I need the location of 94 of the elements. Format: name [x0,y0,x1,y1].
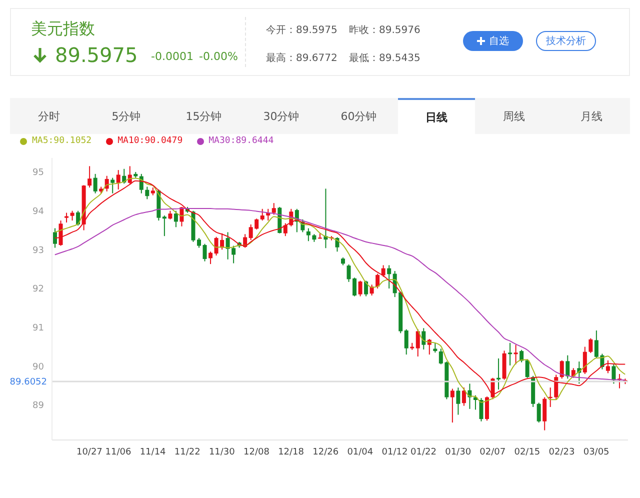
candlestick [335,236,340,252]
candlestick [485,396,489,422]
candlestick [376,273,380,290]
x-tick-label: 10/27 [76,447,102,458]
text: 自选 [489,34,509,48]
text: 日线 [398,98,475,134]
candlestick [606,360,610,374]
legend-label: MA10:90.0479 [116,136,183,146]
x-tick-label: 01/30 [445,447,472,458]
candlestick [53,228,57,248]
text: 最高：89.6772 [266,52,338,65]
legend-label: MA5:90.1052 [31,136,92,146]
candlestick [456,387,460,416]
x-tick-label: 12/18 [278,447,304,458]
candlestick [612,364,616,384]
legend-label: MA30:89.6444 [208,136,274,146]
y-tick-label: 92 [32,284,44,295]
candlestick [542,396,547,431]
candlestick [260,208,264,222]
text: 60分钟 [340,108,378,124]
text: 昨收：89.5976 [349,24,420,37]
y-tick-label: 94 [32,207,44,218]
candlestick [571,368,576,378]
candlestick [364,280,368,297]
candlestick [145,186,150,200]
candlestick [243,234,248,248]
text: 最低：89.5435 [349,52,420,65]
candlestick [520,349,524,363]
candlestick [404,328,408,356]
candlestick [208,251,213,265]
x-tick-label: 01/22 [410,447,436,458]
candlestick [64,212,69,223]
candlestick [76,210,80,226]
chart-title: 美元指数 [31,19,95,40]
text: 5分钟 [110,108,142,124]
candlestick [496,358,501,390]
candlestick [582,346,587,374]
candlestick [479,398,484,422]
candlestick [88,166,92,188]
candlestick [174,210,178,228]
x-tick-label: 02/23 [548,447,575,458]
y-tick-label: 90 [32,362,44,372]
y-tick-label: 93 [32,246,44,256]
x-tick-label: 02/07 [480,447,506,458]
candlestick [306,228,310,242]
candlestick [508,342,512,366]
candlestick [358,280,362,297]
y-tick-label: 91 [32,324,44,334]
x-tick-label: 11/22 [174,447,200,458]
text: 技术分析 [536,31,596,51]
text: 周线 [502,108,526,124]
candlestick [272,202,276,216]
candlestick [93,173,98,194]
line-series [54,208,626,381]
ref-line-label: 89.6052 [10,378,47,388]
x-tick-label: 12/26 [312,447,339,458]
x-tick-label: 01/04 [347,447,374,458]
candlestick [536,402,541,424]
candlestick [70,210,74,222]
candlestick [283,222,288,237]
y-tick-label: 95 [32,168,44,178]
candlestick [387,264,392,290]
text: 月线 [579,108,604,124]
x-tick-label: 11/06 [105,447,132,458]
x-tick-label: 12/08 [244,447,270,458]
candlestick [110,177,115,194]
text: -0.00% [199,50,238,63]
text: -0.0001 [151,50,194,63]
candlestick [566,354,570,380]
candlestick [433,342,438,354]
text: 分时 [36,108,61,124]
text: 30分钟 [262,108,300,124]
candlestick [381,264,386,278]
candlestick [462,387,466,406]
candlestick [162,214,166,237]
candlestick [514,344,518,365]
text: 今开：89.5975 [266,24,338,37]
candlestick [588,338,593,354]
x-tick-label: 03/05 [583,447,610,458]
candlestick [450,388,454,424]
candlestick [416,328,420,357]
candlestick [525,358,530,378]
candlestick [422,328,426,350]
candlestick [202,243,207,262]
x-tick-label: 11/30 [208,447,236,458]
candlestick [197,238,201,248]
candlestick [560,360,564,380]
candlestick [58,220,63,246]
x-tick-label: 01/12 [382,447,408,458]
text: 15分钟 [184,108,223,124]
x-tick-label: 02/15 [514,447,540,458]
x-tick-label: 11/14 [140,447,166,458]
text: 89.5975 [55,43,138,67]
y-tick-label: 89 [32,401,44,412]
